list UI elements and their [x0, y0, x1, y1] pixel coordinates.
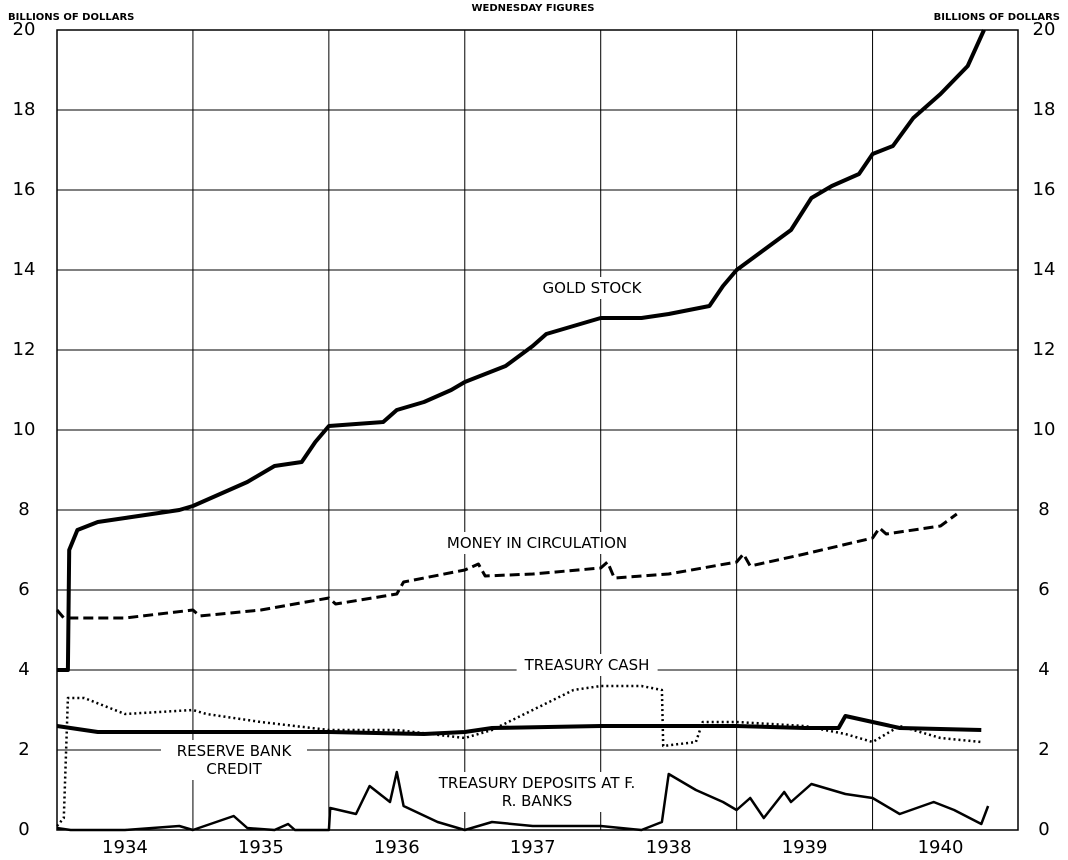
y-tick-label: 14 — [13, 259, 36, 280]
y-axis-label: BILLIONS OF DOLLARS — [8, 12, 134, 23]
series-line — [55, 512, 958, 620]
y2-tick-label: 2 — [1038, 739, 1049, 760]
y-tick-label: 8 — [18, 499, 29, 520]
y-tick-label: 0 — [18, 819, 29, 840]
y2-axis-label: BILLIONS OF DOLLARS — [934, 12, 1060, 23]
y-tick-label: 6 — [18, 579, 29, 600]
y2-tick-label: 0 — [1038, 819, 1049, 840]
y-tick-label: 10 — [13, 419, 36, 440]
y-tick-label: 20 — [13, 19, 36, 40]
series-line — [56, 770, 990, 832]
x-tick-label: 1937 — [510, 837, 556, 858]
chart-title: WEDNESDAY FIGURES — [472, 3, 595, 14]
y2-tick-label: 6 — [1038, 579, 1049, 600]
y2-tick-label: 14 — [1033, 259, 1056, 280]
y2-tick-label: 10 — [1033, 419, 1056, 440]
y-tick-label: 18 — [13, 99, 36, 120]
x-tick-label: 1936 — [374, 837, 420, 858]
y-tick-label: 12 — [13, 339, 36, 360]
series-line — [56, 714, 982, 736]
y2-tick-label: 8 — [1038, 499, 1049, 520]
y2-tick-label: 20 — [1033, 19, 1056, 40]
series-label: TREASURY CASH — [516, 654, 658, 676]
x-tick-label: 1938 — [646, 837, 692, 858]
series-line — [57, 29, 986, 672]
x-tick-label: 1940 — [918, 837, 964, 858]
series-label: RESERVE BANK CREDIT — [161, 740, 307, 780]
y2-tick-label: 12 — [1033, 339, 1056, 360]
y-tick-label: 4 — [18, 659, 29, 680]
series-label: MONEY IN CIRCULATION — [438, 532, 636, 554]
series-label: TREASURY DEPOSITS AT F. R. BANKS — [424, 772, 650, 812]
y2-tick-label: 16 — [1033, 179, 1056, 200]
series-line — [56, 684, 982, 827]
y-tick-label: 2 — [18, 739, 29, 760]
plot-frame — [56, 29, 1019, 831]
y-tick-label: 16 — [13, 179, 36, 200]
y2-tick-label: 4 — [1038, 659, 1049, 680]
x-tick-label: 1939 — [782, 837, 828, 858]
x-tick-label: 1935 — [238, 837, 284, 858]
x-tick-label: 1934 — [102, 837, 148, 858]
y2-tick-label: 18 — [1033, 99, 1056, 120]
series-label: GOLD STOCK — [534, 277, 650, 299]
